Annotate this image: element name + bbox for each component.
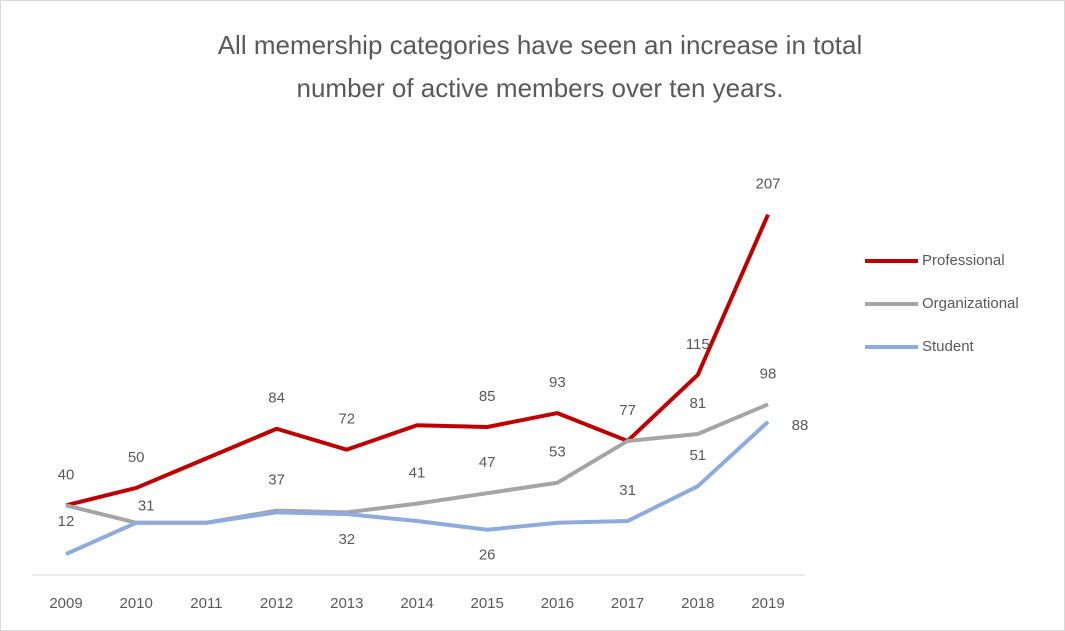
x-tick-label: 2019 [751, 595, 784, 612]
data-label: 32 [338, 531, 355, 548]
data-label: 53 [549, 444, 566, 461]
data-label: 41 [409, 465, 426, 482]
x-tick-label: 2011 [190, 595, 222, 612]
data-label: 207 [755, 176, 780, 193]
data-label: 47 [479, 454, 496, 471]
data-label: 12 [58, 513, 75, 530]
x-tick-label: 2013 [330, 595, 363, 612]
x-tick-label: 2014 [400, 595, 433, 612]
x-tick-label: 2015 [471, 595, 504, 612]
data-label: 98 [760, 365, 777, 382]
x-tick-label: 2017 [611, 595, 644, 612]
x-tick-label: 2012 [260, 595, 293, 612]
chart-title: number of active members over ten years. [297, 73, 784, 103]
legend-label: Organizational [922, 295, 1019, 312]
data-label: 93 [549, 374, 566, 391]
data-label: 31 [138, 498, 155, 515]
data-label: 31 [619, 482, 636, 499]
data-label: 77 [619, 402, 636, 419]
data-label: 40 [58, 466, 75, 483]
data-label: 84 [268, 390, 285, 407]
x-tick-label: 2016 [541, 595, 574, 612]
legend-label: Professional [922, 252, 1005, 269]
series-line [65, 213, 770, 508]
data-label: 50 [128, 449, 145, 466]
data-label: 115 [686, 336, 710, 353]
data-label: 26 [479, 547, 496, 564]
chart-title: All memership categories have seen an in… [218, 30, 863, 60]
series-line [65, 420, 770, 556]
data-label: 51 [689, 447, 706, 464]
x-tick-label: 2009 [49, 595, 82, 612]
x-tick-label: 2018 [681, 595, 714, 612]
legend-label: Student [922, 338, 975, 355]
data-label: 72 [338, 411, 355, 428]
data-label: 88 [792, 417, 809, 434]
data-label: 81 [689, 395, 706, 412]
data-label: 37 [268, 472, 285, 489]
x-tick-label: 2010 [120, 595, 153, 612]
data-label: 85 [479, 388, 496, 405]
